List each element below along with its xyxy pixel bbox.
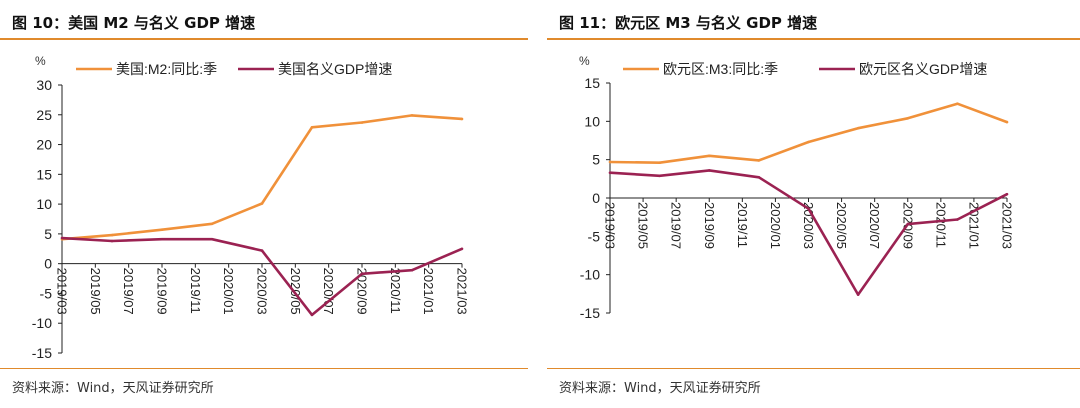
data-point — [906, 222, 910, 226]
chart-panel-eurozone: 图 11：欧元区 M3 与名义 GDP 增速 % 欧元区:M3:同比:季 欧元区名义… — [547, 0, 1080, 408]
y-tick-label: 0 — [44, 256, 52, 272]
x-tick-label: 2021/01 — [421, 268, 436, 315]
eurozone-m3-gdp-line-chart: % 欧元区:M3:同比:季 欧元区名义GDP增速 -15 -10 -5 0 5 10 15 2019… — [579, 54, 1015, 321]
x-tick-label: 2019/05 — [636, 202, 651, 249]
y-tick-label: -5 — [588, 228, 601, 244]
y-tick-label: 5 — [592, 152, 600, 168]
x-tick-label: 2020/03 — [255, 268, 270, 315]
data-point — [856, 126, 860, 130]
x-tick-label: 2020/11 — [388, 268, 403, 314]
legend-label: 美国名义GDP增速 — [278, 61, 392, 77]
x-tick-label: 2021/03 — [1000, 202, 1015, 249]
legend-label: 欧元区名义GDP增速 — [859, 61, 987, 77]
data-point — [460, 247, 464, 251]
data-point — [410, 268, 414, 272]
x-tick-label: 2019/07 — [669, 202, 684, 249]
data-point — [460, 117, 464, 121]
y-tick-label: 30 — [36, 77, 52, 93]
data-point — [956, 218, 959, 221]
series-line — [61, 114, 463, 241]
data-point — [1005, 120, 1009, 124]
source-rule — [547, 368, 1080, 369]
data-point — [608, 160, 612, 164]
x-tick-label: 2020/01 — [221, 268, 236, 315]
data-point — [260, 249, 264, 252]
y-axis-unit: % — [579, 54, 590, 68]
data-point — [757, 176, 761, 179]
x-tick-label: 2021/03 — [455, 268, 470, 315]
source-note: 资料来源：Wind，天风证券研究所 — [559, 381, 761, 396]
data-point — [410, 114, 414, 117]
data-point — [60, 236, 64, 240]
y-tick-label: 15 — [584, 75, 600, 91]
x-tick-label: 2019/07 — [121, 268, 136, 315]
x-tick-label: 2020/07 — [867, 202, 882, 249]
y-tick-label: 0 — [592, 190, 600, 206]
y-tick-label: -10 — [580, 267, 600, 283]
us-m2-gdp-line-chart: % 美国:M2:同比:季 美国名义GDP增速 -15 -10 -5 0 5 10 15 20 25 30… — [32, 54, 470, 361]
data-point — [1005, 192, 1009, 196]
source-rule — [0, 368, 528, 369]
data-point — [658, 161, 661, 165]
title-rule — [0, 38, 528, 40]
x-tick-label: 2019/11 — [735, 202, 750, 248]
y-axis-unit: % — [35, 54, 46, 68]
y-tick-label: 5 — [44, 226, 52, 242]
y-tick-label: -5 — [40, 285, 53, 301]
x-tick-label: 2019/11 — [188, 268, 203, 314]
data-point — [807, 140, 810, 144]
x-tick-label: 2020/11 — [933, 202, 948, 248]
data-point — [360, 121, 364, 124]
y-tick-label: -10 — [32, 315, 52, 331]
data-point — [160, 237, 164, 241]
source-note: 资料来源：Wind，天风证券研究所 — [12, 381, 214, 396]
data-point — [906, 116, 910, 120]
x-tick-label: 2020/05 — [288, 268, 303, 315]
y-tick-label: -15 — [32, 345, 52, 361]
x-tick-label: 2020/09 — [355, 268, 370, 315]
data-point — [658, 174, 661, 178]
data-point — [310, 313, 314, 317]
data-point — [707, 169, 711, 172]
x-tick-label: 2019/05 — [88, 268, 103, 315]
legend-label: 美国:M2:同比:季 — [116, 61, 217, 77]
data-point — [260, 202, 264, 205]
data-point — [160, 228, 164, 232]
y-tick-label: 10 — [584, 113, 600, 129]
y-tick-label: 10 — [36, 196, 52, 212]
x-tick-label: 2019/09 — [702, 202, 717, 249]
data-point — [757, 159, 761, 162]
x-tick-label: 2019/03 — [55, 268, 70, 315]
data-point — [956, 102, 959, 105]
data-point — [210, 222, 214, 226]
y-tick-label: 25 — [36, 107, 52, 123]
x-tick-label: 2019/03 — [603, 202, 618, 249]
data-point — [360, 272, 364, 276]
data-point — [608, 171, 612, 174]
legend-label: 欧元区:M3:同比:季 — [663, 61, 778, 77]
x-tick-label: 2020/05 — [834, 202, 849, 249]
y-tick-label: 15 — [36, 166, 52, 182]
data-point — [707, 154, 711, 158]
chart-panel-us: 图 10：美国 M2 与名义 GDP 增速 % 美国:M2:同比:季 美国名义GDP… — [0, 0, 528, 408]
x-tick-label: 2020/07 — [321, 268, 336, 315]
x-tick-label: 2020/01 — [768, 202, 783, 249]
series-line — [609, 102, 1008, 164]
data-point — [210, 237, 214, 241]
figure-title: 图 11：欧元区 M3 与名义 GDP 增速 — [559, 14, 818, 32]
data-point — [856, 293, 860, 296]
x-tick-label: 2019/09 — [155, 268, 170, 315]
y-tick-label: -15 — [580, 305, 600, 321]
data-point — [807, 207, 810, 211]
figure-title: 图 10：美国 M2 与名义 GDP 增速 — [12, 14, 256, 32]
y-tick-label: 20 — [36, 137, 52, 153]
data-point — [310, 125, 314, 129]
data-point — [110, 239, 114, 243]
title-rule — [547, 38, 1080, 40]
data-point — [110, 233, 114, 237]
